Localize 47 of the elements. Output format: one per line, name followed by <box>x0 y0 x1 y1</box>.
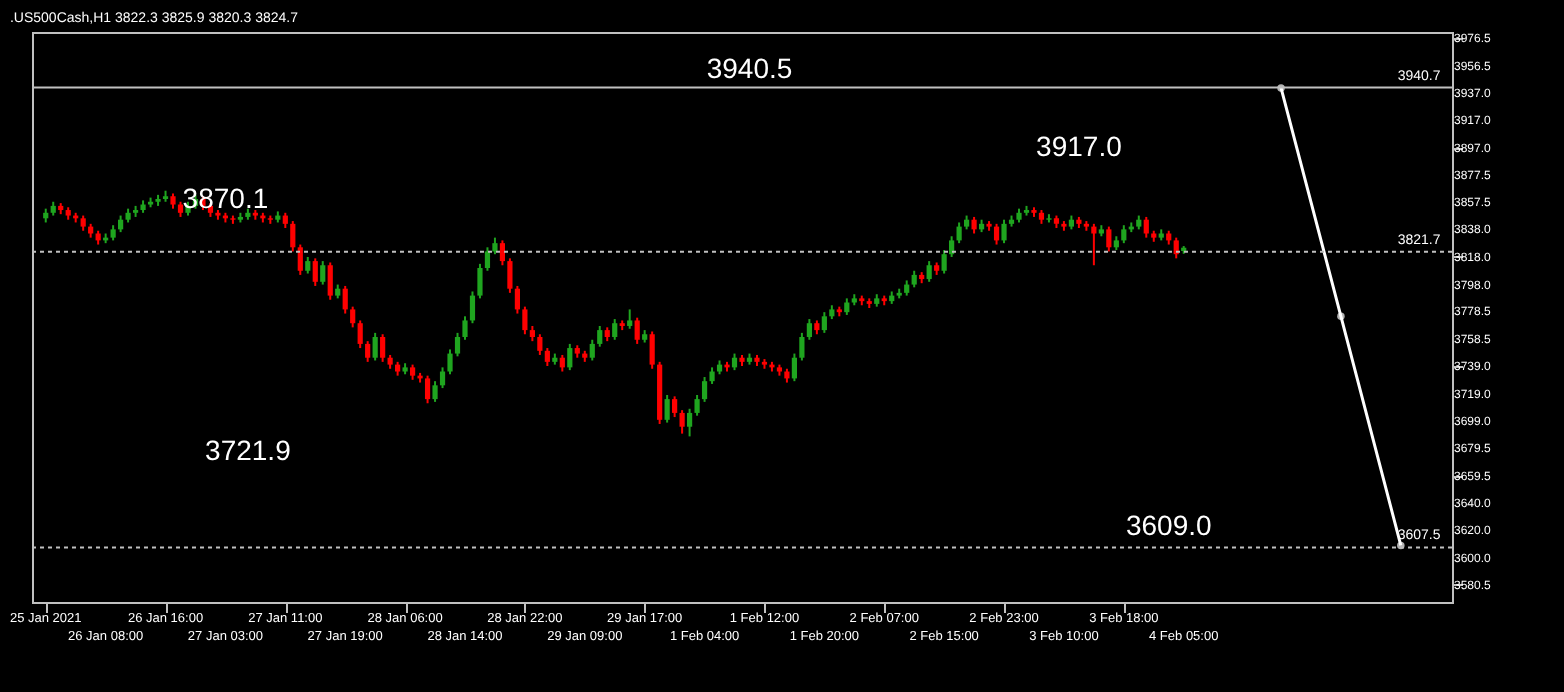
candlestick <box>627 308 633 330</box>
candlestick <box>327 261 333 301</box>
candlestick <box>320 260 326 286</box>
candlestick <box>941 249 947 275</box>
candlestick <box>701 376 708 403</box>
point <box>1337 312 1345 321</box>
candlestick <box>799 331 805 362</box>
candlestick <box>1091 222 1097 267</box>
annotation: 3917.0 <box>1036 130 1123 162</box>
annotation: 3940.5 <box>706 51 793 84</box>
candlestick <box>290 220 296 253</box>
candlestick <box>537 333 543 356</box>
candlestick <box>350 305 356 329</box>
candlestick <box>597 324 603 348</box>
candlestick <box>956 221 962 245</box>
candlestick <box>357 319 363 350</box>
candlestick <box>993 222 1000 246</box>
candlestick <box>499 239 506 267</box>
candlestick <box>791 352 798 383</box>
candlestick <box>312 257 318 287</box>
candlestick <box>372 331 378 362</box>
candlestick <box>432 380 438 403</box>
candlestick <box>380 333 386 363</box>
candlestick <box>634 316 640 345</box>
candlestick <box>1106 225 1112 253</box>
candlestick <box>297 243 303 276</box>
candlestick <box>342 284 348 315</box>
candlestick <box>649 330 655 370</box>
candlestick <box>821 311 827 334</box>
candlestick <box>949 235 955 258</box>
candlestick <box>1001 218 1007 245</box>
candlestick <box>926 260 932 283</box>
annotation: 3870.1 <box>182 182 269 214</box>
candlestick <box>1143 215 1149 239</box>
candlestick <box>672 395 678 419</box>
annotation: 3609.0 <box>1125 509 1212 542</box>
candlestick <box>424 374 431 405</box>
candlestick <box>612 318 618 341</box>
candlestick <box>365 340 371 363</box>
annotation: 3721.9 <box>205 434 292 466</box>
candlestick <box>806 318 812 341</box>
candlestick <box>686 407 693 438</box>
candlestick <box>589 338 595 362</box>
candlestick <box>679 409 685 435</box>
candlestick <box>567 342 573 372</box>
candlestick <box>522 305 528 336</box>
candlestick <box>664 393 670 424</box>
